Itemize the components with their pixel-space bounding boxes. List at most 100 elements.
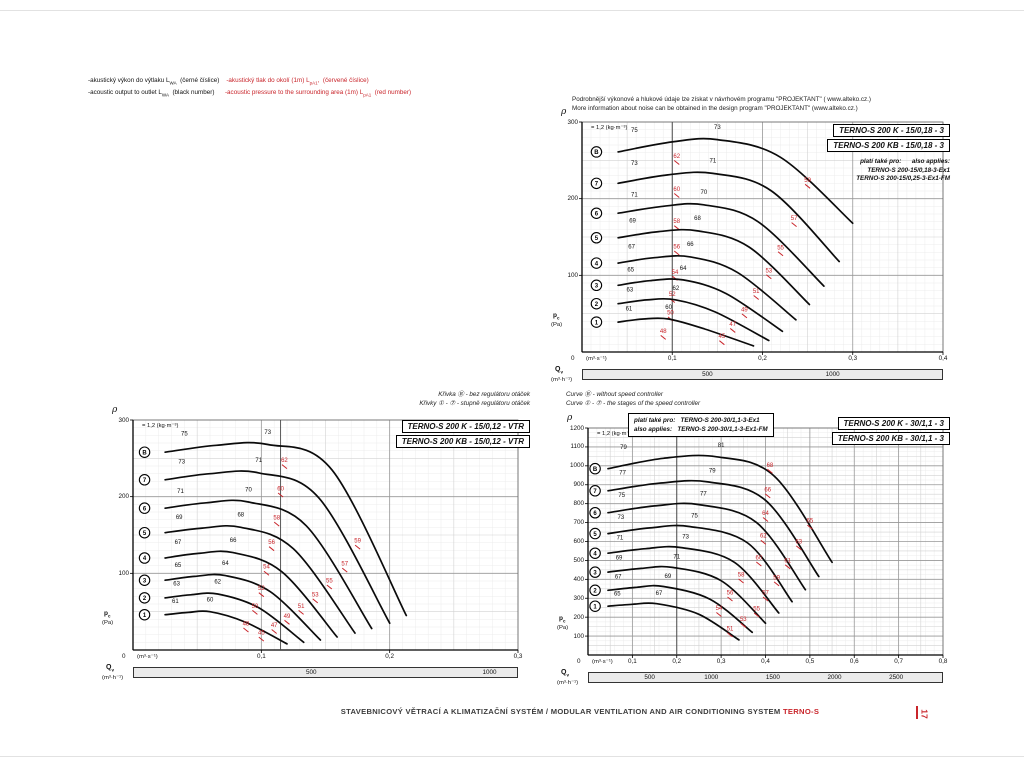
acoustic-output-label: 71 bbox=[255, 458, 262, 464]
chart-terno-30-11-q-tick: 1500 bbox=[765, 673, 780, 681]
chart-terno-30-11-origin: 0 bbox=[577, 658, 581, 665]
acoustic-pressure-label: 52 bbox=[258, 586, 265, 592]
acoustic-output-label: 71 bbox=[631, 192, 638, 198]
acoustic-note: -akustický výkon do výtlaku LWA (černé č… bbox=[88, 76, 411, 101]
chart-terno-30-11-q-tick: 1000 bbox=[704, 673, 719, 681]
projektant-note-en: More information about noise can be obta… bbox=[572, 105, 858, 112]
legend-curve-b-en: Curve Ⓑ - without speed controller bbox=[566, 391, 663, 398]
acoustic-note-line-cz: -akustický výkon do výtlaku LWA (černé č… bbox=[88, 76, 411, 88]
chart-terno-15-018-y-tick: 300 bbox=[567, 118, 578, 126]
chart-terno-15-018-density-symbol: ρ bbox=[561, 107, 567, 117]
acoustic-pressure-label: 51 bbox=[727, 626, 734, 632]
chart-terno-30-11-also-applies-box: platí také pro: TERNO-S 200-30/1,1-3-Ex1… bbox=[628, 413, 774, 437]
chart-terno-15-018-q-tick: 500 bbox=[702, 370, 713, 378]
acoustic-output-label: 75 bbox=[181, 431, 188, 437]
acoustic-pressure-label: 61 bbox=[784, 558, 791, 564]
acoustic-output-label: 69 bbox=[629, 218, 636, 224]
acoustic-output-label: 69 bbox=[176, 515, 183, 521]
acoustic-pressure-label: 45 bbox=[719, 334, 726, 340]
chart-terno-30-11-y-tick: 1100 bbox=[570, 443, 584, 451]
acoustic-output-label: 62 bbox=[214, 579, 221, 585]
fan-curve-6 bbox=[607, 502, 807, 591]
chart-title-box: TERNO-S 200 K - 30/1,1 - 3 bbox=[837, 417, 950, 430]
legend-curve-b-cz: Křivka Ⓑ - bez regulátoru otáček bbox=[438, 391, 530, 398]
chart-terno-15-012-vtr-x-tick: 0,3 bbox=[513, 653, 523, 660]
fan-curve-4 bbox=[164, 550, 338, 638]
stage-circle-4 bbox=[138, 552, 151, 564]
acoustic-pressure-label: 58 bbox=[673, 219, 680, 225]
acoustic-output-label: 62 bbox=[673, 286, 680, 292]
chart-terno-15-012-vtr-flow-unit: (m³·h⁻¹) bbox=[102, 675, 124, 681]
acoustic-pressure-label: 56 bbox=[673, 245, 680, 251]
chart-terno-30-11-pressure-unit: (Pa) bbox=[557, 625, 569, 631]
chart-terno-15-012-vtr-y-tick: 100 bbox=[118, 569, 129, 577]
fan-curve-1 bbox=[617, 317, 755, 347]
chart-terno-15-018-y-tick: 100 bbox=[567, 271, 578, 279]
chart-terno-15-012-vtr-flow-symbol-sub: v bbox=[111, 667, 114, 673]
acoustic-output-label: 67 bbox=[615, 574, 622, 580]
chart-terno-15-018-x-unit: (m³·s⁻¹) bbox=[586, 355, 607, 362]
chart-terno-30-11-y-tick: 100 bbox=[573, 632, 584, 640]
acoustic-output-label: 73 bbox=[617, 515, 624, 521]
chart-terno-30-11-q-tick: 2000 bbox=[827, 673, 842, 681]
stage-circle-label: 6 bbox=[595, 211, 599, 217]
acoustic-output-label: 70 bbox=[700, 190, 707, 196]
stage-circle-3 bbox=[590, 279, 603, 292]
page-top-edge bbox=[0, 10, 1024, 11]
acoustic-pressure-label: 47 bbox=[271, 623, 278, 629]
chart-title-box: TERNO-S 200 KB - 15/0,18 - 3 bbox=[827, 139, 950, 152]
acoustic-pressure-label: 53 bbox=[740, 617, 747, 623]
stage-circle-label: 6 bbox=[593, 511, 597, 517]
chart-terno-30-11-flow-unit: (m³·h⁻¹) bbox=[557, 680, 579, 686]
chart-terno-15-012-vtr-flow-symbol: Qv bbox=[106, 664, 114, 672]
stage-circle-label: 3 bbox=[143, 578, 147, 584]
acoustic-output-label: 60 bbox=[665, 305, 672, 311]
acoustic-note-segment: (red number) bbox=[371, 89, 412, 97]
chart-terno-15-012-vtr-pressure-symbol-sub: c bbox=[107, 613, 111, 619]
chart-terno-30-11-pressure-symbol-sub: c bbox=[562, 618, 566, 624]
acoustic-output-label: 75 bbox=[618, 493, 625, 499]
stage-circle-3 bbox=[138, 574, 151, 586]
chart-terno-15-018-x-tick: 0,2 bbox=[758, 355, 767, 362]
stage-circle-5 bbox=[590, 232, 603, 244]
chart-terno-15-018-x-tick: 0,3 bbox=[848, 355, 858, 362]
also-applies-line: TERNO-S 200-15/0,25-3-Ex1-FM bbox=[856, 175, 950, 182]
acoustic-output-label: 79 bbox=[620, 445, 627, 451]
acoustic-pressure-label: 53 bbox=[765, 268, 772, 274]
chart-terno-15-012-vtr-density-symbol: ρ bbox=[112, 405, 118, 415]
acoustic-note-line-en: -acoustic output to outlet LWA (black nu… bbox=[88, 88, 411, 100]
chart-terno-30-11-x-tick: 0,2 bbox=[672, 658, 682, 665]
acoustic-note-segment: WA bbox=[169, 80, 177, 86]
stage-circle-label: 1 bbox=[143, 613, 147, 619]
stage-circle-6 bbox=[589, 506, 601, 519]
acoustic-output-label: 73 bbox=[682, 534, 689, 540]
also-applies-line: TERNO-S 200-15/0,18-3-Ex1 bbox=[867, 166, 950, 174]
stage-circle-6 bbox=[138, 502, 151, 514]
acoustic-pressure-label: 57 bbox=[762, 590, 769, 596]
fan-curve-7 bbox=[164, 470, 391, 625]
stage-circle-5 bbox=[138, 526, 151, 539]
acoustic-note-segment: (černé číslice) bbox=[176, 77, 227, 84]
stage-circle-label: 7 bbox=[593, 489, 597, 495]
stage-circle-label: 1 bbox=[593, 604, 597, 610]
stage-circle-6 bbox=[590, 207, 603, 219]
acoustic-output-label: 71 bbox=[177, 489, 184, 495]
acoustic-output-label: 63 bbox=[173, 582, 180, 588]
acoustic-pressure-label: 49 bbox=[284, 614, 291, 620]
fan-curve-B bbox=[607, 454, 833, 564]
chart-terno-30-11-x-tick: 0,3 bbox=[716, 658, 726, 665]
chart-terno-15-012-vtr-q-tick: 1000 bbox=[482, 668, 497, 676]
chart-terno-15-018-y-tick: 200 bbox=[567, 195, 578, 203]
chart-terno-30-11-y-tick: 600 bbox=[573, 538, 584, 545]
acoustic-output-label: 77 bbox=[700, 492, 707, 498]
also-applies-line: platí také pro: also applies: bbox=[860, 158, 950, 165]
chart-terno-15-012-vtr-pressure-unit: (Pa) bbox=[102, 620, 114, 626]
chart-terno-30-11-x-tick: 0,7 bbox=[894, 658, 903, 665]
acoustic-output-label: 66 bbox=[230, 538, 237, 544]
acoustic-pressure-label: 57 bbox=[791, 216, 798, 222]
stage-circle-2 bbox=[589, 584, 601, 597]
acoustic-pressure-label: 48 bbox=[660, 329, 667, 335]
acoustic-note-segment: WA bbox=[161, 92, 169, 98]
